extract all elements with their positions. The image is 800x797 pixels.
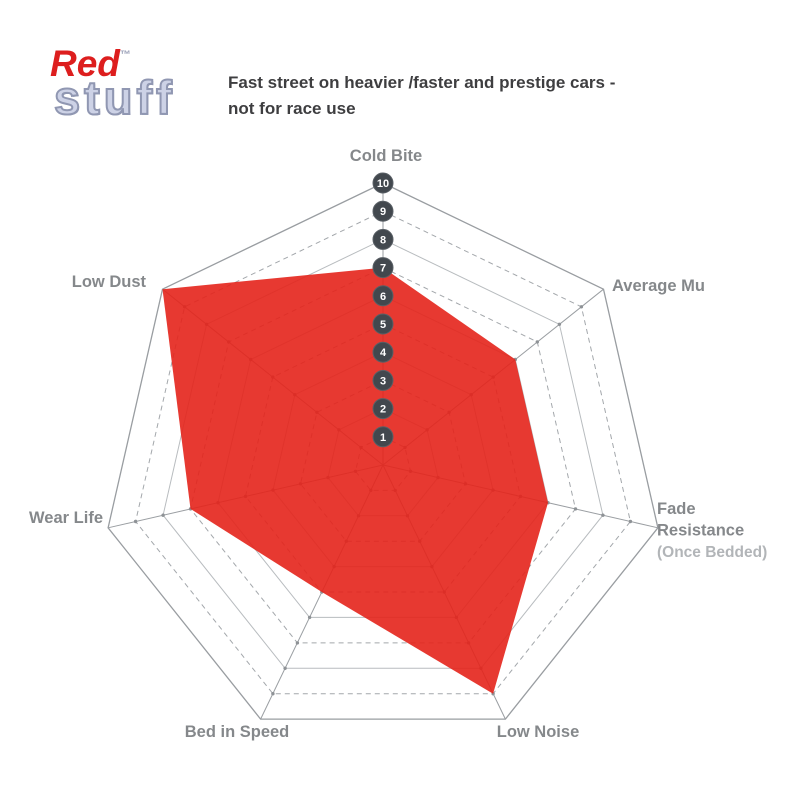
- axis-tick-dot: [557, 322, 562, 326]
- scale-number: 9: [380, 206, 386, 218]
- axis-tick-dot: [307, 615, 312, 620]
- scale-number: 1: [380, 432, 386, 444]
- description-line-1: Fast street on heavier /faster and prest…: [228, 73, 616, 92]
- axis-tick-dot: [579, 305, 584, 309]
- description-line-2: not for race use: [228, 99, 356, 118]
- scale-number: 3: [380, 375, 386, 387]
- scale-circle: [372, 341, 394, 363]
- scale-number: 2: [380, 404, 386, 416]
- scale-number: 4: [380, 347, 387, 359]
- scale-circle: [372, 285, 394, 307]
- scale-number: 6: [380, 291, 386, 303]
- axis-tick-dot: [283, 666, 287, 670]
- axis-label-fade: Resistance: [657, 522, 744, 540]
- scale-circle: [372, 369, 394, 391]
- scale-number: 5: [380, 319, 386, 331]
- grid-ring: [135, 210, 631, 695]
- scale-number: 10: [377, 178, 389, 190]
- product-description: Fast street on heavier /faster and prest…: [228, 70, 698, 122]
- data-polygon: [162, 267, 548, 694]
- logo-red-text: Red: [50, 43, 120, 84]
- scale-number: 8: [380, 234, 386, 246]
- logo-word-stuff: stuff: [53, 71, 176, 124]
- axis-tick-dot: [271, 692, 275, 696]
- axis-tick-dot: [133, 519, 138, 524]
- scale-circle: [372, 257, 394, 279]
- logo-word-red: Red™: [50, 36, 131, 83]
- axis-label-low-dust: Low Dust: [72, 273, 147, 291]
- scale-circle: [372, 398, 394, 420]
- axis-tick-dot: [628, 519, 633, 524]
- axis-label-low-noise: Low Noise: [497, 723, 580, 741]
- axis-label-bed-in-speed: Bed in Speed: [185, 723, 290, 741]
- axis-tick-dot: [601, 513, 605, 517]
- axis-tick-dot: [295, 641, 300, 645]
- redstuff-logo: Red™ stuff: [48, 36, 248, 146]
- scale-number: 7: [380, 263, 386, 275]
- trademark-symbol: ™: [119, 49, 131, 61]
- scale-circle: [372, 200, 394, 222]
- grid-ring-outer: [107, 182, 659, 720]
- axis-tick-dot: [535, 340, 539, 344]
- axis-tick-dot: [161, 513, 165, 517]
- axis-label-cold-bite: Cold Bite: [350, 147, 422, 165]
- scale-circle: [372, 313, 394, 335]
- axis-label-wear-life: Wear Life: [29, 509, 103, 527]
- scale-circle: [372, 228, 394, 250]
- axis-label-fade: (Once Bedded): [657, 544, 767, 561]
- scale-circle: [372, 172, 394, 194]
- axis-label-average-mu: Average Mu: [612, 277, 705, 295]
- axis-label-fade: Fade: [657, 500, 696, 518]
- axis-tick-dot: [573, 507, 578, 511]
- scale-circle: [372, 426, 394, 448]
